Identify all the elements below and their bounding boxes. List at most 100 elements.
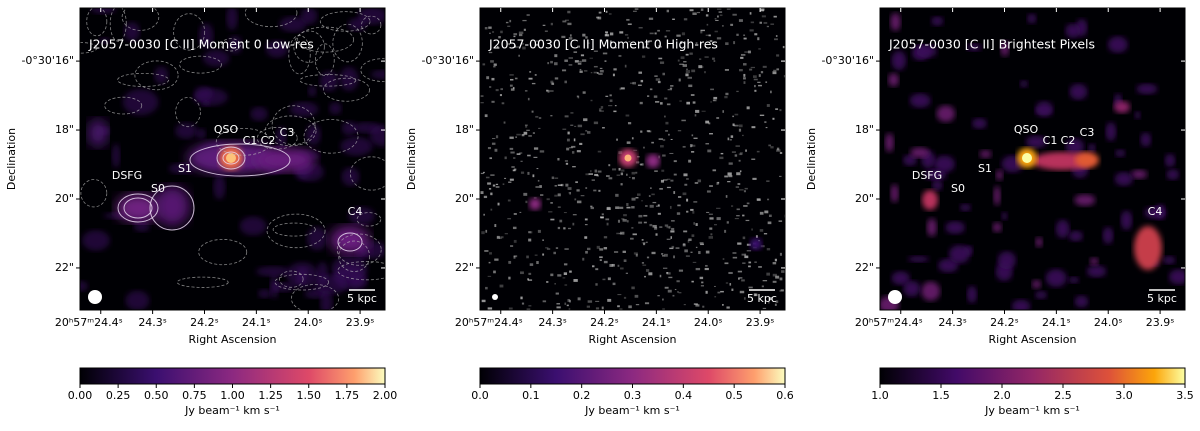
noise: [695, 109, 700, 113]
axes-frame: [79, 7, 386, 311]
noise: [705, 14, 709, 17]
noise: [770, 146, 774, 149]
noise: [489, 252, 492, 255]
noise: [685, 73, 689, 77]
noise: [533, 197, 537, 199]
noise: [735, 186, 740, 188]
noise: [699, 242, 704, 244]
noise: [754, 33, 758, 36]
noise: [561, 35, 566, 39]
noise: [495, 89, 499, 92]
noise: [668, 133, 670, 136]
noise: [528, 238, 532, 242]
noise: [523, 192, 528, 196]
noise: [562, 69, 567, 72]
noise: [660, 102, 663, 105]
noise: [743, 297, 746, 300]
noise: [688, 238, 692, 242]
noise: [739, 69, 743, 72]
noise: [641, 200, 644, 202]
noise: [564, 160, 568, 162]
noise: [620, 172, 624, 176]
noise: [760, 245, 765, 248]
noise: [553, 251, 556, 255]
noise: [577, 297, 581, 301]
noise: [657, 204, 660, 207]
y-tick-label: 22": [55, 261, 74, 274]
noise: [732, 252, 737, 254]
noise: [926, 218, 937, 237]
noise: [314, 274, 348, 295]
noise: [483, 171, 485, 174]
noise: [99, 37, 110, 44]
noise: [758, 266, 762, 268]
noise: [734, 124, 739, 127]
noise: [732, 13, 737, 16]
noise: [767, 221, 772, 225]
noise: [594, 173, 599, 176]
noise: [1102, 226, 1114, 244]
noise: [633, 149, 638, 151]
noise: [736, 33, 739, 36]
noise: [585, 187, 588, 189]
noise: [738, 19, 743, 22]
noise: [659, 61, 665, 64]
noise: [727, 181, 731, 183]
noise: [647, 130, 652, 133]
noise: [526, 308, 531, 310]
noise: [598, 189, 601, 192]
noise: [742, 236, 746, 240]
noise: [597, 16, 602, 20]
noise: [891, 50, 907, 71]
noise: [524, 90, 528, 92]
noise: [760, 71, 764, 74]
noise: [683, 173, 688, 177]
colorbar-tick-label: 0.1: [522, 389, 540, 402]
noise: [640, 79, 644, 83]
noise: [567, 22, 572, 26]
noise: [709, 133, 713, 135]
noise: [910, 147, 930, 158]
noise: [686, 178, 689, 180]
noise: [488, 261, 491, 264]
noise: [554, 283, 556, 285]
contour: [104, 96, 143, 115]
noise: [593, 50, 598, 52]
noise: [1107, 36, 1128, 53]
noise: [891, 271, 910, 285]
noise: [522, 19, 527, 22]
noise: [764, 121, 767, 124]
noise: [732, 115, 735, 118]
noise: [1055, 219, 1070, 239]
noise: [765, 81, 768, 83]
noise: [762, 280, 768, 282]
noise: [638, 71, 643, 74]
noise: [604, 34, 610, 37]
noise: [602, 278, 606, 281]
noise: [591, 179, 595, 181]
noise: [643, 242, 646, 246]
noise: [713, 60, 716, 62]
contour: [121, 8, 160, 31]
noise: [577, 124, 583, 128]
noise: [554, 62, 558, 66]
noise: [665, 30, 671, 32]
noise: [615, 193, 619, 197]
noise: [534, 44, 539, 46]
noise: [554, 194, 558, 197]
noise: [766, 248, 771, 251]
noise: [689, 9, 694, 12]
noise: [644, 302, 650, 305]
noise: [724, 229, 727, 233]
source-label: C4: [348, 205, 363, 218]
noise: [357, 8, 385, 25]
contour: [175, 97, 201, 128]
noise: [884, 133, 894, 153]
noise: [731, 151, 736, 153]
noise: [564, 284, 568, 286]
noise: [709, 227, 713, 230]
colorbar-label: Jy beam⁻¹ km s⁻¹: [184, 404, 280, 417]
image: [480, 8, 785, 310]
noise: [563, 212, 567, 214]
noise: [705, 250, 710, 254]
